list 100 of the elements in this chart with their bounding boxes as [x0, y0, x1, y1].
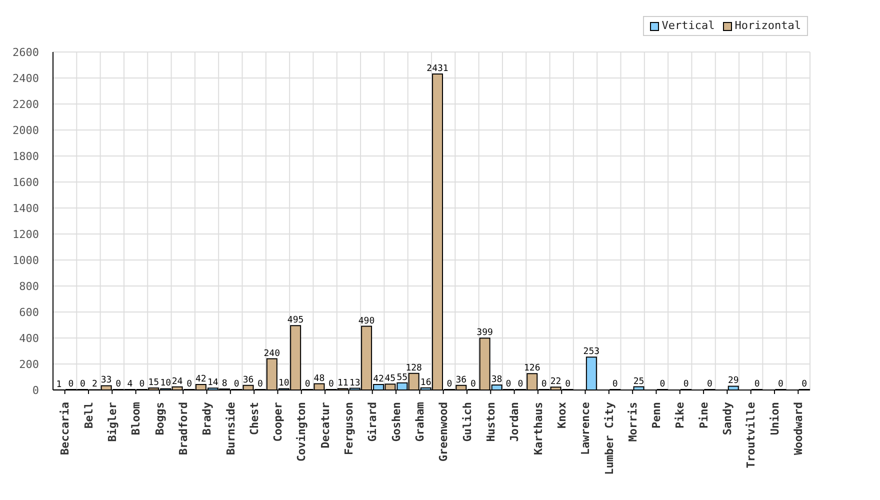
x-tick-label: Pine — [697, 402, 710, 428]
x-tick-label: Sandy — [721, 402, 734, 436]
x-tick-label: Goshen — [390, 402, 403, 442]
data-label: 24 — [172, 376, 183, 387]
legend-label: Vertical — [662, 19, 715, 33]
data-label: 10 — [160, 378, 172, 389]
x-tick-label: Bloom — [130, 402, 143, 436]
x-tick-label: Covington — [295, 402, 308, 462]
data-label: 126 — [524, 364, 540, 374]
data-label: 0 — [304, 380, 310, 390]
y-tick-label: 1800 — [12, 150, 39, 163]
y-tick-label: 600 — [19, 306, 39, 319]
x-tick-label: Decatur — [318, 402, 332, 448]
data-label: 495 — [287, 316, 304, 326]
x-tick-label: Ferguson — [342, 402, 356, 455]
y-tick-label: 800 — [19, 280, 39, 293]
data-label: 0 — [80, 380, 86, 390]
data-label: 0 — [234, 380, 240, 390]
x-tick-label: Brady — [200, 402, 214, 436]
data-label: 0 — [328, 380, 334, 390]
data-label: 0 — [754, 380, 760, 390]
y-tick-label: 2000 — [12, 124, 39, 137]
data-label: 42 — [196, 374, 206, 385]
x-tick-label: Huston — [484, 402, 498, 442]
data-label: 0 — [139, 380, 145, 390]
x-tick-label: Beccaria — [58, 402, 72, 455]
y-tick-label: 400 — [19, 332, 39, 345]
data-label: 10 — [278, 378, 290, 389]
data-label: 36 — [242, 375, 254, 386]
data-label: 0 — [68, 380, 74, 390]
x-tick-label: Bell — [82, 402, 96, 428]
data-label: 128 — [406, 363, 422, 374]
y-tick-label: 200 — [19, 358, 39, 371]
data-label: 0 — [612, 380, 618, 390]
x-tick-label: Bradford — [176, 402, 190, 455]
x-tick-label: Lawrence — [579, 402, 592, 455]
data-label: 0 — [518, 380, 524, 390]
y-tick-label: 0 — [32, 384, 39, 397]
y-tick-label: 2400 — [12, 72, 39, 85]
data-label: 0 — [506, 380, 512, 390]
data-label: 0 — [802, 380, 808, 390]
x-tick-label: Greenwood — [437, 402, 450, 462]
x-tick-label: Union — [768, 402, 782, 436]
legend-label: Horizontal — [734, 19, 801, 33]
data-label: 490 — [358, 316, 375, 326]
data-label: 15 — [148, 378, 160, 388]
data-label: 0 — [116, 380, 122, 390]
y-tick-label: 1600 — [12, 176, 39, 189]
data-label: 0 — [683, 380, 689, 390]
data-label: 25 — [633, 376, 644, 387]
data-label: 45 — [384, 374, 396, 384]
data-label: 13 — [349, 378, 360, 388]
x-tick-label: Troutville — [744, 402, 758, 468]
data-label: 0 — [446, 380, 452, 390]
y-tick-label: 2200 — [12, 98, 39, 111]
x-tick-label: Burnside — [224, 402, 238, 455]
x-tick-label: Girard — [366, 402, 380, 442]
x-tick-label: Woodward — [792, 402, 806, 455]
data-label: 11 — [337, 378, 348, 389]
data-label: 240 — [264, 348, 280, 359]
x-tick-label: Morris — [626, 402, 640, 442]
data-label: 0 — [470, 380, 476, 390]
data-label: 0 — [565, 380, 570, 390]
data-label: 48 — [314, 374, 325, 384]
data-label: 33 — [100, 376, 112, 386]
data-label: 8 — [222, 378, 228, 389]
data-label: 0 — [186, 380, 192, 390]
data-label: 4 — [127, 379, 133, 390]
data-label: 42 — [373, 374, 384, 385]
x-tick-label: Karthaus — [532, 402, 545, 455]
x-tick-label: Knox — [555, 402, 568, 428]
data-label: 0 — [258, 380, 263, 390]
data-label: 399 — [476, 328, 493, 338]
data-label: 2431 — [426, 64, 448, 74]
data-label: 36 — [456, 375, 467, 386]
data-label: 2 — [92, 380, 98, 390]
data-label: 0 — [778, 380, 784, 390]
data-label: 0 — [541, 380, 547, 390]
x-tick-label: Bigler — [106, 402, 119, 442]
x-tick-label: Penn — [650, 402, 664, 428]
x-tick-label: Graham — [414, 402, 427, 442]
data-label: 29 — [728, 376, 739, 386]
x-tick-label: Lumber City — [602, 402, 616, 475]
y-tick-label: 1000 — [12, 254, 39, 267]
data-label: 14 — [208, 378, 218, 388]
x-tick-label: Boggs — [153, 402, 166, 436]
data-label: 1 — [56, 380, 62, 390]
data-label: 0 — [660, 380, 666, 390]
data-label: 253 — [583, 347, 600, 358]
data-label: 16 — [420, 378, 432, 388]
data-label: 22 — [550, 377, 562, 388]
y-tick-label: 2600 — [12, 46, 39, 59]
data-label: 38 — [491, 375, 502, 386]
data-label: 55 — [396, 372, 408, 383]
y-tick-label: 1400 — [12, 202, 39, 215]
x-tick-label: Chest — [248, 402, 261, 436]
x-tick-label: Gulich — [460, 402, 474, 442]
y-tick-label: 1200 — [12, 228, 39, 241]
data-label: 0 — [707, 380, 712, 390]
x-tick-label: Pike — [674, 402, 687, 428]
